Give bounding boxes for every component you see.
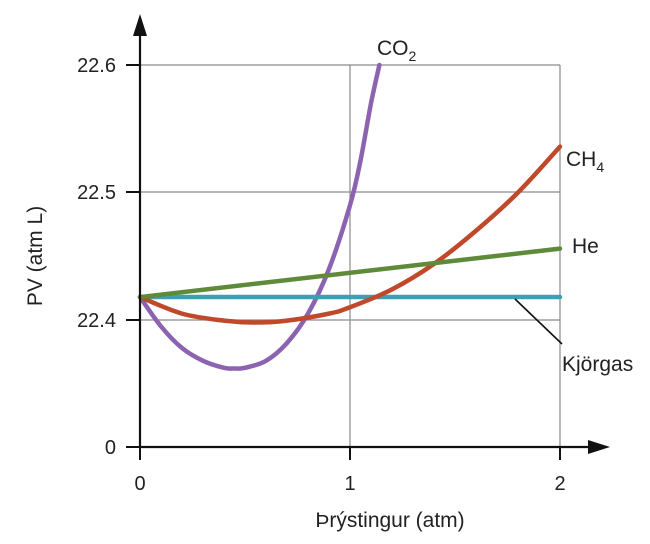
x-axis-title: Þrýstingur (atm) — [315, 509, 464, 532]
series-label-ch4-sub: 4 — [596, 159, 604, 175]
series-label-ch4: CH4 — [566, 148, 604, 175]
y-tick-label-22.5: 22.5 — [77, 182, 116, 204]
x-tick-label-1: 1 — [344, 473, 355, 495]
y-tick-label-0: 0 — [105, 437, 116, 459]
x-tick-label-0: 0 — [134, 473, 145, 495]
x-axis-arrow-icon — [588, 440, 610, 454]
y-tick-label-22.4: 22.4 — [77, 310, 116, 332]
series-line-he — [137, 246, 563, 300]
series-label-he: He — [572, 235, 599, 258]
y-tick-label-22.6: 22.6 — [77, 55, 116, 77]
series-label-co2-main: CO — [377, 37, 409, 60]
kjorgas-leader-line — [514, 298, 563, 345]
series-line-co2 — [137, 62, 382, 371]
series-layer — [137, 62, 563, 371]
y-axis-arrow-icon — [133, 14, 147, 36]
series-label-kjorgas: Kjörgas — [562, 353, 633, 376]
axes — [138, 30, 592, 449]
y-axis-title: PV (atm L) — [24, 206, 47, 306]
tick-marks — [126, 64, 561, 460]
series-label-co2-sub: 2 — [409, 48, 417, 64]
x-tick-label-2: 2 — [554, 473, 565, 495]
series-line-ch4 — [137, 144, 563, 325]
series-label-ch4-main: CH — [566, 148, 596, 171]
series-label-co2: CO2 — [377, 37, 417, 64]
